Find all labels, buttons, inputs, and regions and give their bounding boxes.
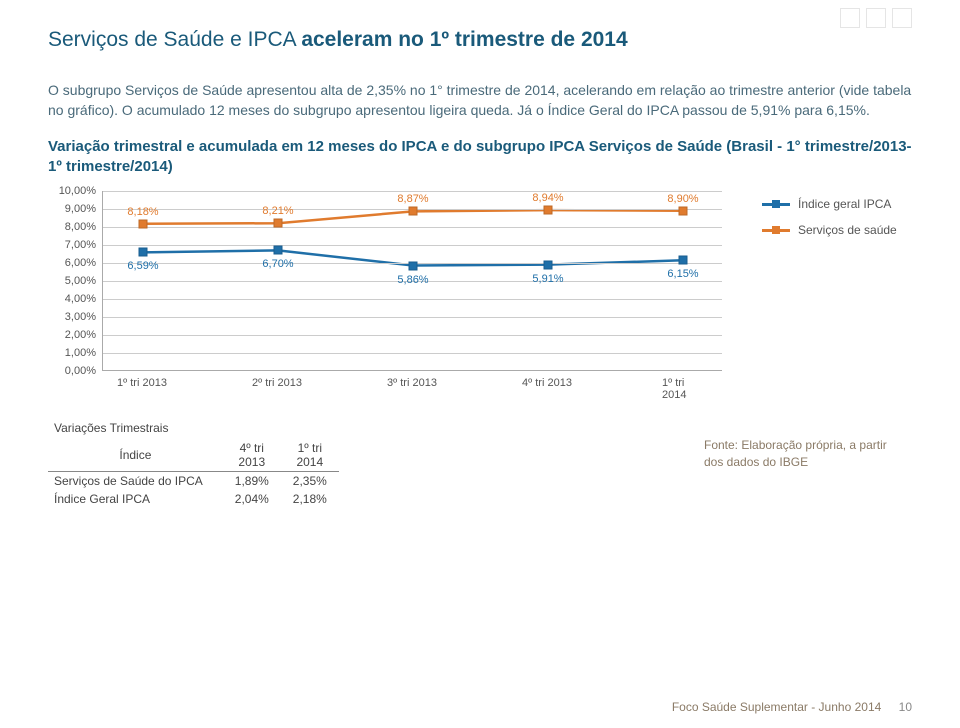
marker <box>139 219 148 228</box>
variation-table: Índice4º tri20131º tri2014Serviços de Sa… <box>48 439 339 508</box>
x-tick-label: 3º tri 2013 <box>387 377 437 389</box>
y-tick-label: 9,00% <box>65 203 96 215</box>
intro-paragraph: O subgrupo Serviços de Saúde apresentou … <box>48 80 912 121</box>
y-tick-label: 8,00% <box>65 221 96 233</box>
marker <box>409 261 418 270</box>
legend-item: Serviços de saúde <box>762 223 897 237</box>
toolbar-icon <box>892 8 912 28</box>
y-tick-label: 4,00% <box>65 293 96 305</box>
grid-line <box>103 335 722 336</box>
data-label: 6,59% <box>127 260 158 272</box>
grid-line <box>103 227 722 228</box>
chart-heading: Variação trimestral e acumulada em 12 me… <box>48 137 912 178</box>
legend-label: Índice geral IPCA <box>798 197 891 211</box>
marker <box>679 206 688 215</box>
row-label: Índice Geral IPCA <box>48 490 223 508</box>
page-number: 10 <box>899 700 912 714</box>
table-cell: 2,35% <box>281 472 339 491</box>
y-tick-label: 5,00% <box>65 275 96 287</box>
grid-line <box>103 245 722 246</box>
row-label: Serviços de Saúde do IPCA <box>48 472 223 491</box>
data-label: 6,70% <box>262 258 293 270</box>
data-point <box>274 219 283 228</box>
data-label: 8,87% <box>397 193 428 205</box>
y-tick-label: 0,00% <box>65 365 96 377</box>
data-point <box>274 246 283 255</box>
grid-line <box>103 317 722 318</box>
data-label: 8,90% <box>667 193 698 205</box>
legend-swatch <box>762 203 790 206</box>
data-point <box>409 207 418 216</box>
legend-item: Índice geral IPCA <box>762 197 897 211</box>
y-tick-label: 6,00% <box>65 257 96 269</box>
data-point <box>139 248 148 257</box>
page-footer: Foco Saúde Suplementar - Junho 2014 10 <box>672 700 912 714</box>
y-tick-label: 1,00% <box>65 347 96 359</box>
legend-label: Serviços de saúde <box>798 223 897 237</box>
data-point <box>139 219 148 228</box>
data-point <box>544 206 553 215</box>
y-tick-label: 10,00% <box>59 185 96 197</box>
title-plain: Serviços de Saúde e IPCA <box>48 28 301 51</box>
y-tick-label: 7,00% <box>65 239 96 251</box>
table-index-header: Índice <box>48 439 223 472</box>
data-label: 5,91% <box>532 273 563 285</box>
x-tick-label: 2º tri 2013 <box>252 377 302 389</box>
marker <box>544 206 553 215</box>
legend-swatch <box>762 229 790 232</box>
chart-row: 10,00%9,00%8,00%7,00%6,00%5,00%4,00%3,00… <box>48 191 912 401</box>
grid-line <box>103 299 722 300</box>
marker <box>274 219 283 228</box>
data-point <box>409 261 418 270</box>
x-tick-label: 4º tri 2013 <box>522 377 572 389</box>
page-title: Serviços de Saúde e IPCA aceleram no 1º … <box>48 28 912 52</box>
data-label: 5,86% <box>397 274 428 286</box>
data-label: 8,94% <box>532 192 563 204</box>
y-tick-label: 3,00% <box>65 311 96 323</box>
table-cell: 1,89% <box>223 472 281 491</box>
toolbar-icon <box>866 8 886 28</box>
marker <box>274 246 283 255</box>
variation-table-title: Variações Trimestrais <box>48 421 339 435</box>
table-cell: 2,18% <box>281 490 339 508</box>
grid-line <box>103 191 722 192</box>
marker <box>679 256 688 265</box>
data-point <box>679 256 688 265</box>
table-row: Serviços de Saúde do IPCA1,89%2,35% <box>48 472 339 491</box>
line-chart: 10,00%9,00%8,00%7,00%6,00%5,00%4,00%3,00… <box>48 191 738 401</box>
table-col-header: 1º tri2014 <box>281 439 339 472</box>
data-label: 8,18% <box>127 206 158 218</box>
data-label: 8,21% <box>262 205 293 217</box>
variation-table-wrap: Variações Trimestrais Índice4º tri20131º… <box>48 421 339 508</box>
table-row: Índice Geral IPCA2,04%2,18% <box>48 490 339 508</box>
plot-area: 6,59% 6,70% 5,86% 5,91% 6,15% 8,18% 8,21% 8,87%… <box>102 191 722 371</box>
toolbar-icon <box>840 8 860 28</box>
chart-legend: Índice geral IPCA Serviços de saúde <box>762 197 897 249</box>
x-tick-label: 1º tri 2014 <box>662 377 702 401</box>
data-label: 6,15% <box>667 268 698 280</box>
y-tick-label: 2,00% <box>65 329 96 341</box>
x-tick-label: 1º tri 2013 <box>117 377 167 389</box>
bottom-row: Variações Trimestrais Índice4º tri20131º… <box>48 421 912 508</box>
top-toolbar <box>840 8 912 28</box>
table-col-header: 4º tri2013 <box>223 439 281 472</box>
marker <box>139 248 148 257</box>
title-bold: aceleram no 1º trimestre de 2014 <box>301 28 627 51</box>
marker <box>409 207 418 216</box>
table-cell: 2,04% <box>223 490 281 508</box>
data-point <box>544 260 553 269</box>
grid-line <box>103 353 722 354</box>
data-point <box>679 206 688 215</box>
footer-text: Foco Saúde Suplementar - Junho 2014 <box>672 700 881 714</box>
marker <box>544 260 553 269</box>
source-note: Fonte: Elaboração própria, a partir dos … <box>704 437 904 471</box>
